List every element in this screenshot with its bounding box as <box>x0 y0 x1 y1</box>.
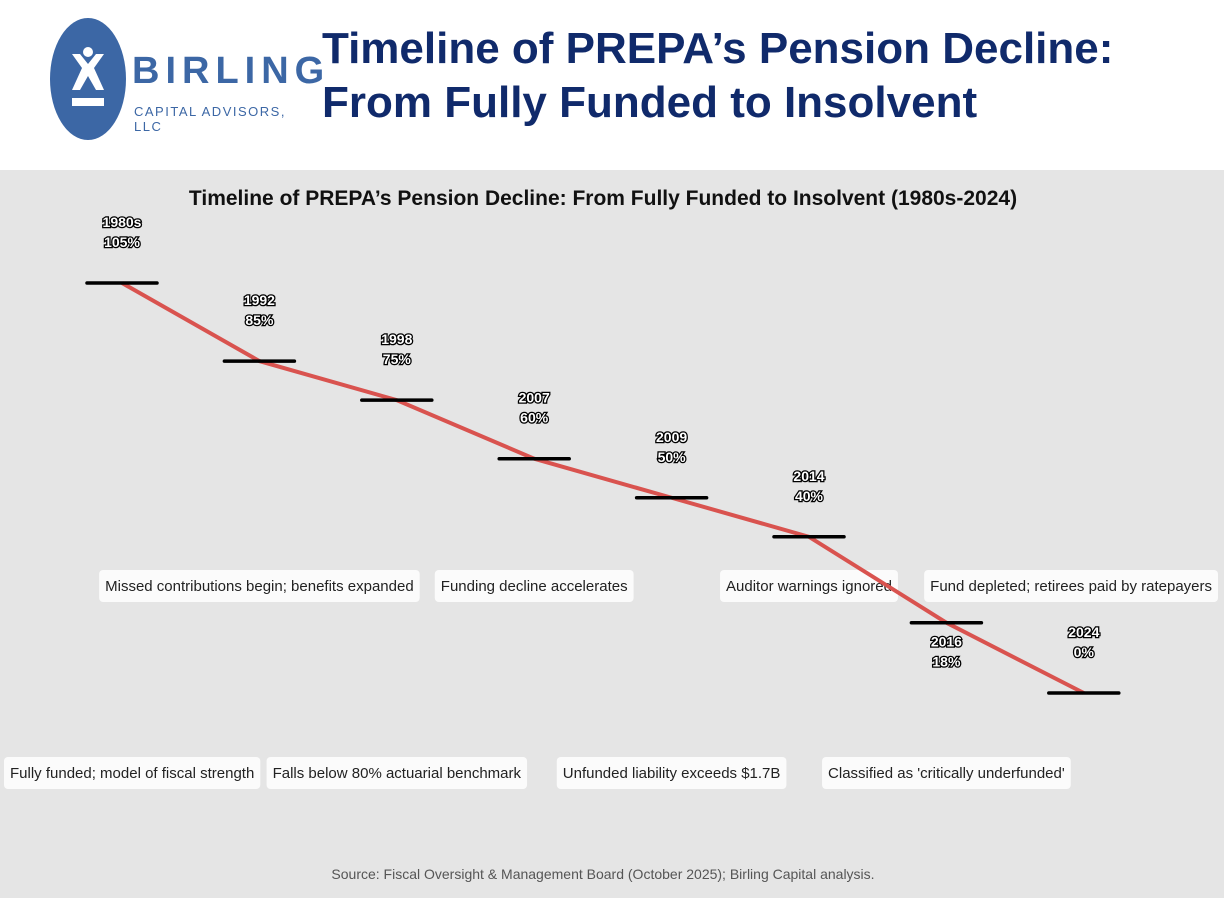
title-line-1: Timeline of PREPA’s Pension Decline: <box>322 24 1114 73</box>
annotation-box <box>4 757 261 789</box>
annotation-text: Classified as 'critically underfunded' <box>828 765 1065 782</box>
annotation-text: Falls below 80% actuarial benchmark <box>273 765 522 782</box>
point-label-1980s: 1980s 105% <box>103 214 142 250</box>
annotation: Falls below 80% actuarial benchmark <box>266 757 528 789</box>
annotation-text: Fund depleted; retirees paid by ratepaye… <box>930 578 1212 595</box>
annotation-text: Missed contributions begin; benefits exp… <box>105 578 414 595</box>
point-label-1998: 1998 75% <box>381 331 412 367</box>
annotation-box <box>822 757 1071 789</box>
birling-logo: BIRLING CAPITAL ADVISORS, LLC <box>50 18 324 142</box>
logo-subtitle: CAPITAL ADVISORS, LLC <box>134 104 286 134</box>
annotation-text: Fully funded; model of fiscal strength <box>10 765 254 782</box>
annotation-text: Unfunded liability exceeds $1.7B <box>563 765 781 782</box>
point-label-2014: 2014 40% <box>793 468 824 504</box>
annotation: Unfunded liability exceeds $1.7B <box>556 757 787 789</box>
annotation-box <box>556 757 787 789</box>
annotation: Classified as 'critically underfunded' <box>822 757 1071 789</box>
point-label-2024: 2024 0% <box>1068 624 1099 660</box>
series-line <box>121 281 1085 695</box>
page-title: Timeline of PREPA’s Pension Decline: Fro… <box>322 22 1113 130</box>
annotation-text: Funding decline accelerates <box>441 578 628 595</box>
annotation: Missed contributions begin; benefits exp… <box>99 570 420 602</box>
annotation-box <box>924 570 1218 602</box>
point-label-2007: 2007 60% <box>519 390 550 426</box>
logo-emblem-icon <box>50 18 126 140</box>
annotation: Auditor warnings ignored <box>720 570 898 602</box>
chart-source: Source: Fiscal Oversight & Management Bo… <box>331 866 874 882</box>
point-label-1992: 1992 85% <box>244 292 275 328</box>
title-line-2: From Fully Funded to Insolvent <box>322 78 978 127</box>
logo-name: BIRLING <box>132 50 331 92</box>
point-label-2016: 2016 18% <box>931 634 962 670</box>
annotation: Fully funded; model of fiscal strength <box>4 757 261 789</box>
annotation-box <box>434 570 634 602</box>
annotation-box <box>266 757 528 789</box>
annotation: Fund depleted; retirees paid by ratepaye… <box>924 570 1218 602</box>
annotation-box <box>99 570 420 602</box>
annotation-box <box>720 570 898 602</box>
annotation-text: Auditor warnings ignored <box>726 578 892 595</box>
point-label-2009: 2009 50% <box>656 429 687 465</box>
annotation: Funding decline accelerates <box>434 570 634 602</box>
chart-title: Timeline of PREPA’s Pension Decline: Fro… <box>189 187 1017 210</box>
